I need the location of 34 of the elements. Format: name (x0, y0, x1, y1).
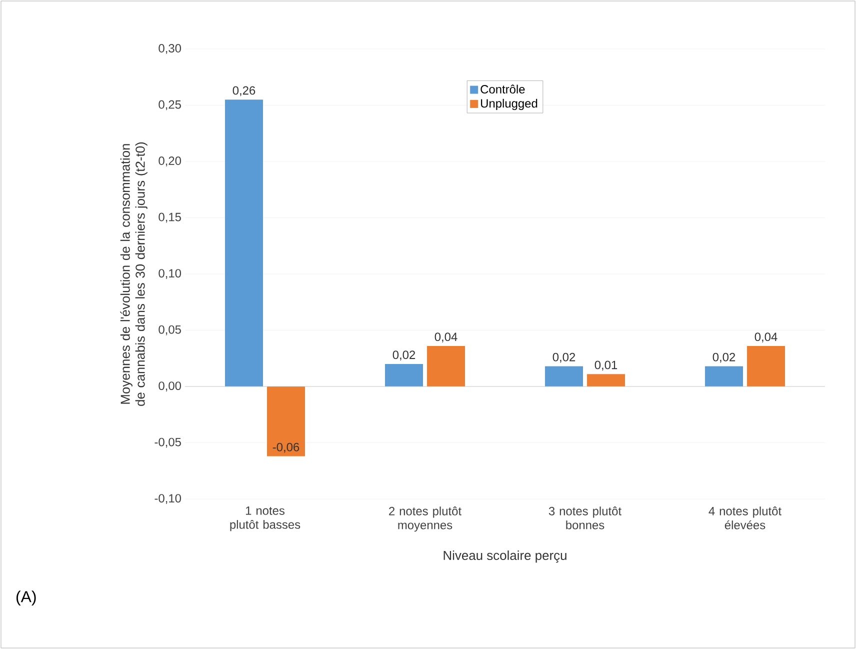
y-tick-label: 0,05 (158, 325, 181, 336)
data-label: 0,26 (232, 86, 256, 96)
bar (385, 364, 424, 386)
bar (587, 374, 626, 386)
data-label: -0,06 (272, 442, 300, 453)
y-axis-title: Moyennes de l'évolution de la consommation de cannabis dans les 30 derniers jours (t2-t0) (120, 142, 148, 406)
data-label: 0,02 (712, 352, 736, 363)
bar (225, 100, 263, 386)
data-label: 0,04 (754, 332, 778, 342)
bar (747, 346, 786, 386)
x-tick-label: 2 notes plutôt moyennes (389, 506, 462, 532)
data-label: 0,02 (392, 350, 416, 360)
y-tick-label: -0,05 (154, 438, 181, 448)
bar (545, 366, 584, 386)
y-tick-label: 0,15 (158, 212, 181, 223)
x-tick-label: 3 notes plutôt bonnes (548, 506, 622, 530)
y-tick-label: 0,20 (158, 156, 182, 166)
text: (A) (16, 590, 36, 606)
data-label: 0,01 (594, 360, 618, 371)
bar (267, 386, 305, 456)
data-label: 0,02 (552, 352, 576, 363)
bar (427, 346, 466, 386)
y-tick-label: 0,10 (158, 269, 182, 279)
data-label: 0,04 (434, 332, 458, 342)
x-tick-label: 4 notes plutôt élevées (708, 506, 782, 530)
x-axis-title: Niveau scolaire perçu (444, 550, 566, 563)
y-tick-label: -0,10 (154, 494, 182, 504)
bar (705, 366, 744, 386)
y-tick-label: 0,00 (158, 382, 182, 392)
legend-label: Unplugged (481, 98, 538, 110)
x-tick-label: 1 notes plutôt basses (230, 506, 300, 532)
y-tick-label: 0,30 (158, 44, 182, 54)
y-tick-label: 0,25 (158, 100, 181, 110)
legend-label: Contrôle (480, 84, 525, 94)
